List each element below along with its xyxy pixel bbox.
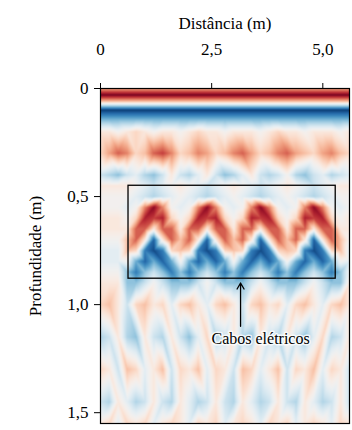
svg-text:0,5: 0,5 (67, 187, 88, 206)
svg-text:Profundidade (m): Profundidade (m) (26, 196, 45, 316)
svg-text:2,5: 2,5 (201, 40, 222, 59)
svg-text:Cabos elétricos: Cabos elétricos (211, 330, 309, 347)
svg-text:1,0: 1,0 (67, 295, 88, 314)
svg-text:Distância (m): Distância (m) (179, 14, 272, 33)
svg-text:0: 0 (96, 40, 105, 59)
svg-text:5,0: 5,0 (312, 40, 333, 59)
svg-text:1,5: 1,5 (67, 403, 88, 422)
svg-text:0: 0 (80, 79, 89, 98)
